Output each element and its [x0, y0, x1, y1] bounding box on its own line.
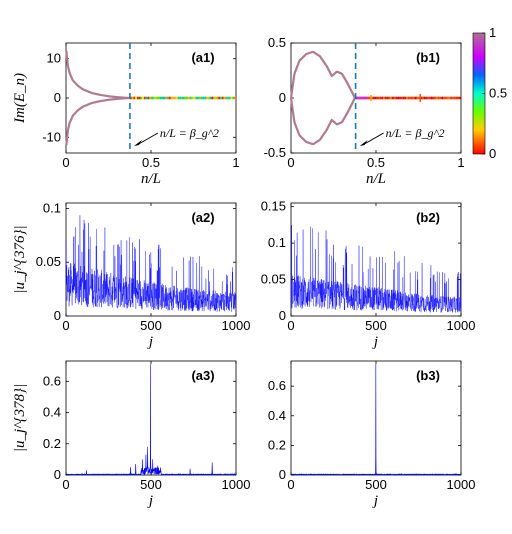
y-tick-label: 10	[47, 51, 61, 66]
panel-b1: 0 0.5 1-0.500.5n/L(b1)n/L = β_g^200.51	[264, 25, 507, 187]
panel-label: (b1)	[416, 50, 440, 65]
x-tick-label: 500	[140, 477, 162, 492]
colorbar-tick-label: 0	[489, 146, 496, 161]
panel-label: (b3)	[416, 368, 440, 383]
panel-b2: 0 500 1000 0 0.05 0.1 0.15 j (b2)	[261, 199, 476, 350]
x-tick-label: 1	[232, 155, 239, 170]
x-tick-label: 1000	[222, 477, 251, 492]
eigen-branch-upper	[289, 50, 356, 99]
x-axis-label: j	[372, 334, 378, 350]
x-tick-label: 500	[140, 318, 162, 333]
x-tick-label: 0	[287, 477, 294, 492]
eigen-branch-lower	[289, 97, 356, 146]
y-tick-label: 0.05	[261, 272, 286, 287]
x-tick-label: 0	[62, 477, 69, 492]
y-tick-label: 0.15	[261, 199, 286, 214]
y-tick-label: 0.6	[43, 373, 61, 388]
panel-a2: 0 500 1000 0 0.05 0.1 j |u_j^{376}| (a2)	[12, 200, 250, 350]
eigenstate-amplitude-line	[65, 215, 237, 312]
x-axis-label: j	[372, 493, 378, 509]
y-tick-label: 0.5	[268, 35, 286, 50]
y-tick-label: 0.2	[268, 437, 286, 452]
eigenstate-amplitude-line	[290, 363, 462, 476]
annotation-label: n/L = β_g^2	[386, 126, 445, 140]
eigenstate-amplitude-line	[65, 364, 237, 476]
annotation-arrow	[136, 132, 159, 146]
x-tick-label: 1000	[447, 477, 476, 492]
y-axis-label: |u_j^{376}|	[12, 225, 28, 293]
annotation-arrow	[362, 132, 384, 146]
x-axis-label: n/L	[141, 171, 161, 187]
panel-label: (a2)	[191, 210, 214, 225]
x-axis-label: j	[147, 334, 153, 350]
x-tick-label: 0.5	[142, 155, 160, 170]
panel-a3: 0 500 1000 0 0.2 0.4 0.6 j |u_j^{378}| (a3)	[12, 360, 251, 509]
x-tick-label: 0	[62, 155, 69, 170]
y-tick-label: 0.1	[43, 200, 61, 215]
y-tick-label: 0	[54, 467, 61, 482]
y-tick-label: 0	[279, 308, 286, 323]
y-tick-label: 0.1	[268, 235, 286, 250]
y-tick-label: 0.4	[268, 408, 286, 423]
panel-b3: 0 500 1000 0 0.2 0.4 0.6 j (b3)	[268, 360, 476, 509]
x-tick-label: 0.5	[367, 155, 385, 170]
y-tick-label: 0	[279, 90, 286, 105]
x-tick-label: 500	[365, 318, 387, 333]
x-tick-label: 0	[287, 318, 294, 333]
x-tick-label: 0	[287, 155, 294, 170]
y-tick-label: 0.05	[36, 254, 61, 269]
annotation-arrowhead	[359, 140, 368, 146]
panel-label: (a1)	[191, 50, 214, 65]
x-tick-label: 500	[365, 477, 387, 492]
panel-label: (b2)	[416, 210, 440, 225]
x-tick-label: 1000	[222, 318, 251, 333]
colorbar-tick-label: 0.5	[489, 86, 507, 101]
y-tick-label: 0.2	[43, 436, 61, 451]
x-tick-label: 1	[457, 155, 464, 170]
eigen-branch-lower	[65, 96, 130, 146]
colorbar-tick-label: 1	[489, 25, 496, 40]
eigenstate-amplitude-line	[290, 225, 462, 313]
y-tick-label: -10	[42, 129, 61, 144]
annotation-arrowhead	[133, 140, 142, 146]
panel-label: (a3)	[191, 368, 214, 383]
annotation-label: n/L = β_g^2	[160, 126, 219, 140]
x-axis-label: n/L	[366, 171, 386, 187]
y-tick-label: 0	[54, 308, 61, 323]
x-axis-label: j	[147, 493, 153, 509]
eigen-branch-upper	[65, 50, 130, 100]
y-tick-label: 0.6	[268, 378, 286, 393]
x-tick-label: 0	[62, 318, 69, 333]
y-tick-label: 0	[279, 467, 286, 482]
y-tick-label: 0.4	[43, 405, 61, 420]
y-tick-label: -0.5	[264, 145, 286, 160]
x-tick-label: 1000	[447, 318, 476, 333]
y-axis-label: |u_j^{378}|	[12, 384, 28, 452]
y-axis-label: Im(E_n)	[12, 73, 28, 124]
y-tick-label: 0	[54, 90, 61, 105]
